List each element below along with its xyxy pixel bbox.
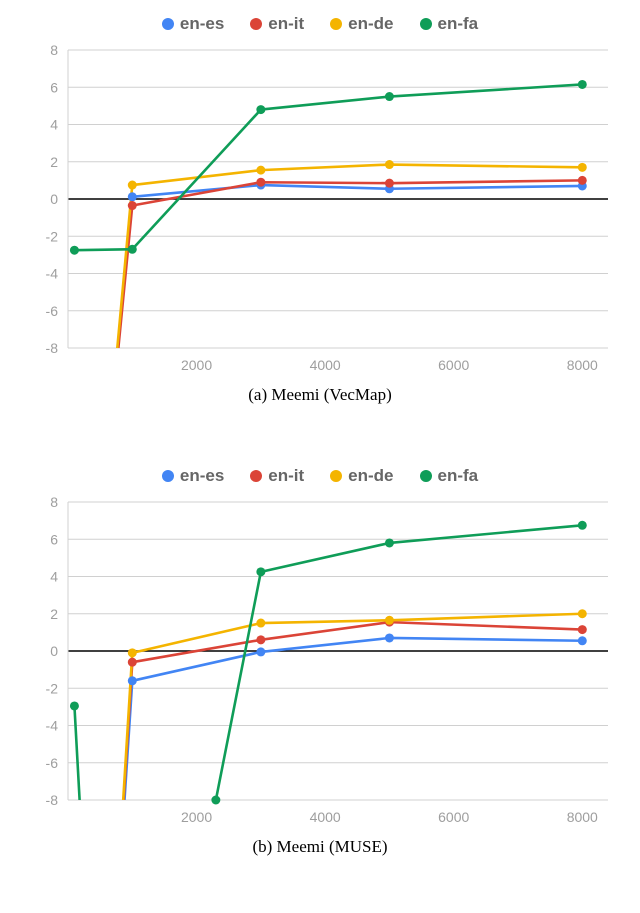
chart-wrap-bottom: -8 -6 -4 -2 0 2 4 6 8 2000 4000 6000 8000 <box>20 492 620 832</box>
panel-top: en-es en-it en-de en-fa -8 -6 -4 -2 0 2 4 6 8 2000 40… <box>20 8 620 410</box>
caption-top: (a) Meemi (VecMap) <box>20 380 620 410</box>
svg-text:8: 8 <box>50 494 58 510</box>
legend-label: en-es <box>180 14 224 34</box>
svg-text:4000: 4000 <box>310 809 341 825</box>
legend-dot-icon <box>250 18 262 30</box>
legend-item-en-it: en-it <box>250 466 304 486</box>
svg-text:0: 0 <box>50 191 58 207</box>
page-root: en-esen-iten-deen-fa -8-6-4-202468200040… <box>0 0 640 913</box>
svg-text:-4: -4 <box>46 266 59 282</box>
legend-item-en-fa: en-fa <box>420 466 479 486</box>
svg-text:4: 4 <box>50 117 58 133</box>
svg-text:-6: -6 <box>46 303 59 319</box>
legend-item-en-es: en-es <box>162 14 224 34</box>
legend-item-en-it: en-it <box>250 14 304 34</box>
legend-dot-icon <box>250 470 262 482</box>
legend-label: en-fa <box>438 14 479 34</box>
legend-top: en-es en-it en-de en-fa <box>20 8 620 40</box>
legend-item-en-es: en-es <box>162 466 224 486</box>
svg-text:2000: 2000 <box>181 357 212 373</box>
chart-svg-top: -8 -6 -4 -2 0 2 4 6 8 2000 4000 6000 8000 <box>20 40 620 380</box>
svg-text:-6: -6 <box>46 755 59 771</box>
legend-dot-icon <box>420 18 432 30</box>
svg-text:8: 8 <box>50 42 58 58</box>
legend-label: en-es <box>180 466 224 486</box>
svg-text:-2: -2 <box>46 228 59 244</box>
svg-text:6000: 6000 <box>438 809 469 825</box>
legend-item-en-fa: en-fa <box>420 14 479 34</box>
svg-text:8000: 8000 <box>567 809 598 825</box>
svg-text:-8: -8 <box>46 340 59 356</box>
legend-dot-icon <box>330 470 342 482</box>
legend-dot-icon <box>330 18 342 30</box>
legend-dot-icon <box>420 470 432 482</box>
legend-label: en-it <box>268 466 304 486</box>
legend-label: en-it <box>268 14 304 34</box>
legend-bottom: en-es en-it en-de en-fa <box>20 460 620 492</box>
svg-text:6: 6 <box>50 531 58 547</box>
caption-bottom: (b) Meemi (MUSE) <box>20 832 620 862</box>
legend-label: en-fa <box>438 466 479 486</box>
svg-text:-4: -4 <box>46 718 59 734</box>
svg-text:2: 2 <box>50 606 58 622</box>
svg-text:4: 4 <box>50 569 58 585</box>
svg-text:6000: 6000 <box>438 357 469 373</box>
legend-item-en-de: en-de <box>330 466 393 486</box>
svg-text:2: 2 <box>50 154 58 170</box>
legend-dot-icon <box>162 470 174 482</box>
svg-text:0: 0 <box>50 643 58 659</box>
chart-svg-bottom: -8 -6 -4 -2 0 2 4 6 8 2000 4000 6000 8000 <box>20 492 620 832</box>
legend-item-en-de: en-de <box>330 14 393 34</box>
svg-text:-8: -8 <box>46 792 59 808</box>
svg-text:6: 6 <box>50 79 58 95</box>
panel-bottom: en-es en-it en-de en-fa -8 -6 -4 -2 0 2 4 6 8 2000 40… <box>20 460 620 862</box>
svg-text:8000: 8000 <box>567 357 598 373</box>
svg-text:4000: 4000 <box>310 357 341 373</box>
chart-wrap-top: -8 -6 -4 -2 0 2 4 6 8 2000 4000 6000 8000 <box>20 40 620 380</box>
svg-text:-2: -2 <box>46 680 59 696</box>
svg-text:2000: 2000 <box>181 809 212 825</box>
legend-label: en-de <box>348 466 393 486</box>
legend-dot-icon <box>162 18 174 30</box>
legend-label: en-de <box>348 14 393 34</box>
